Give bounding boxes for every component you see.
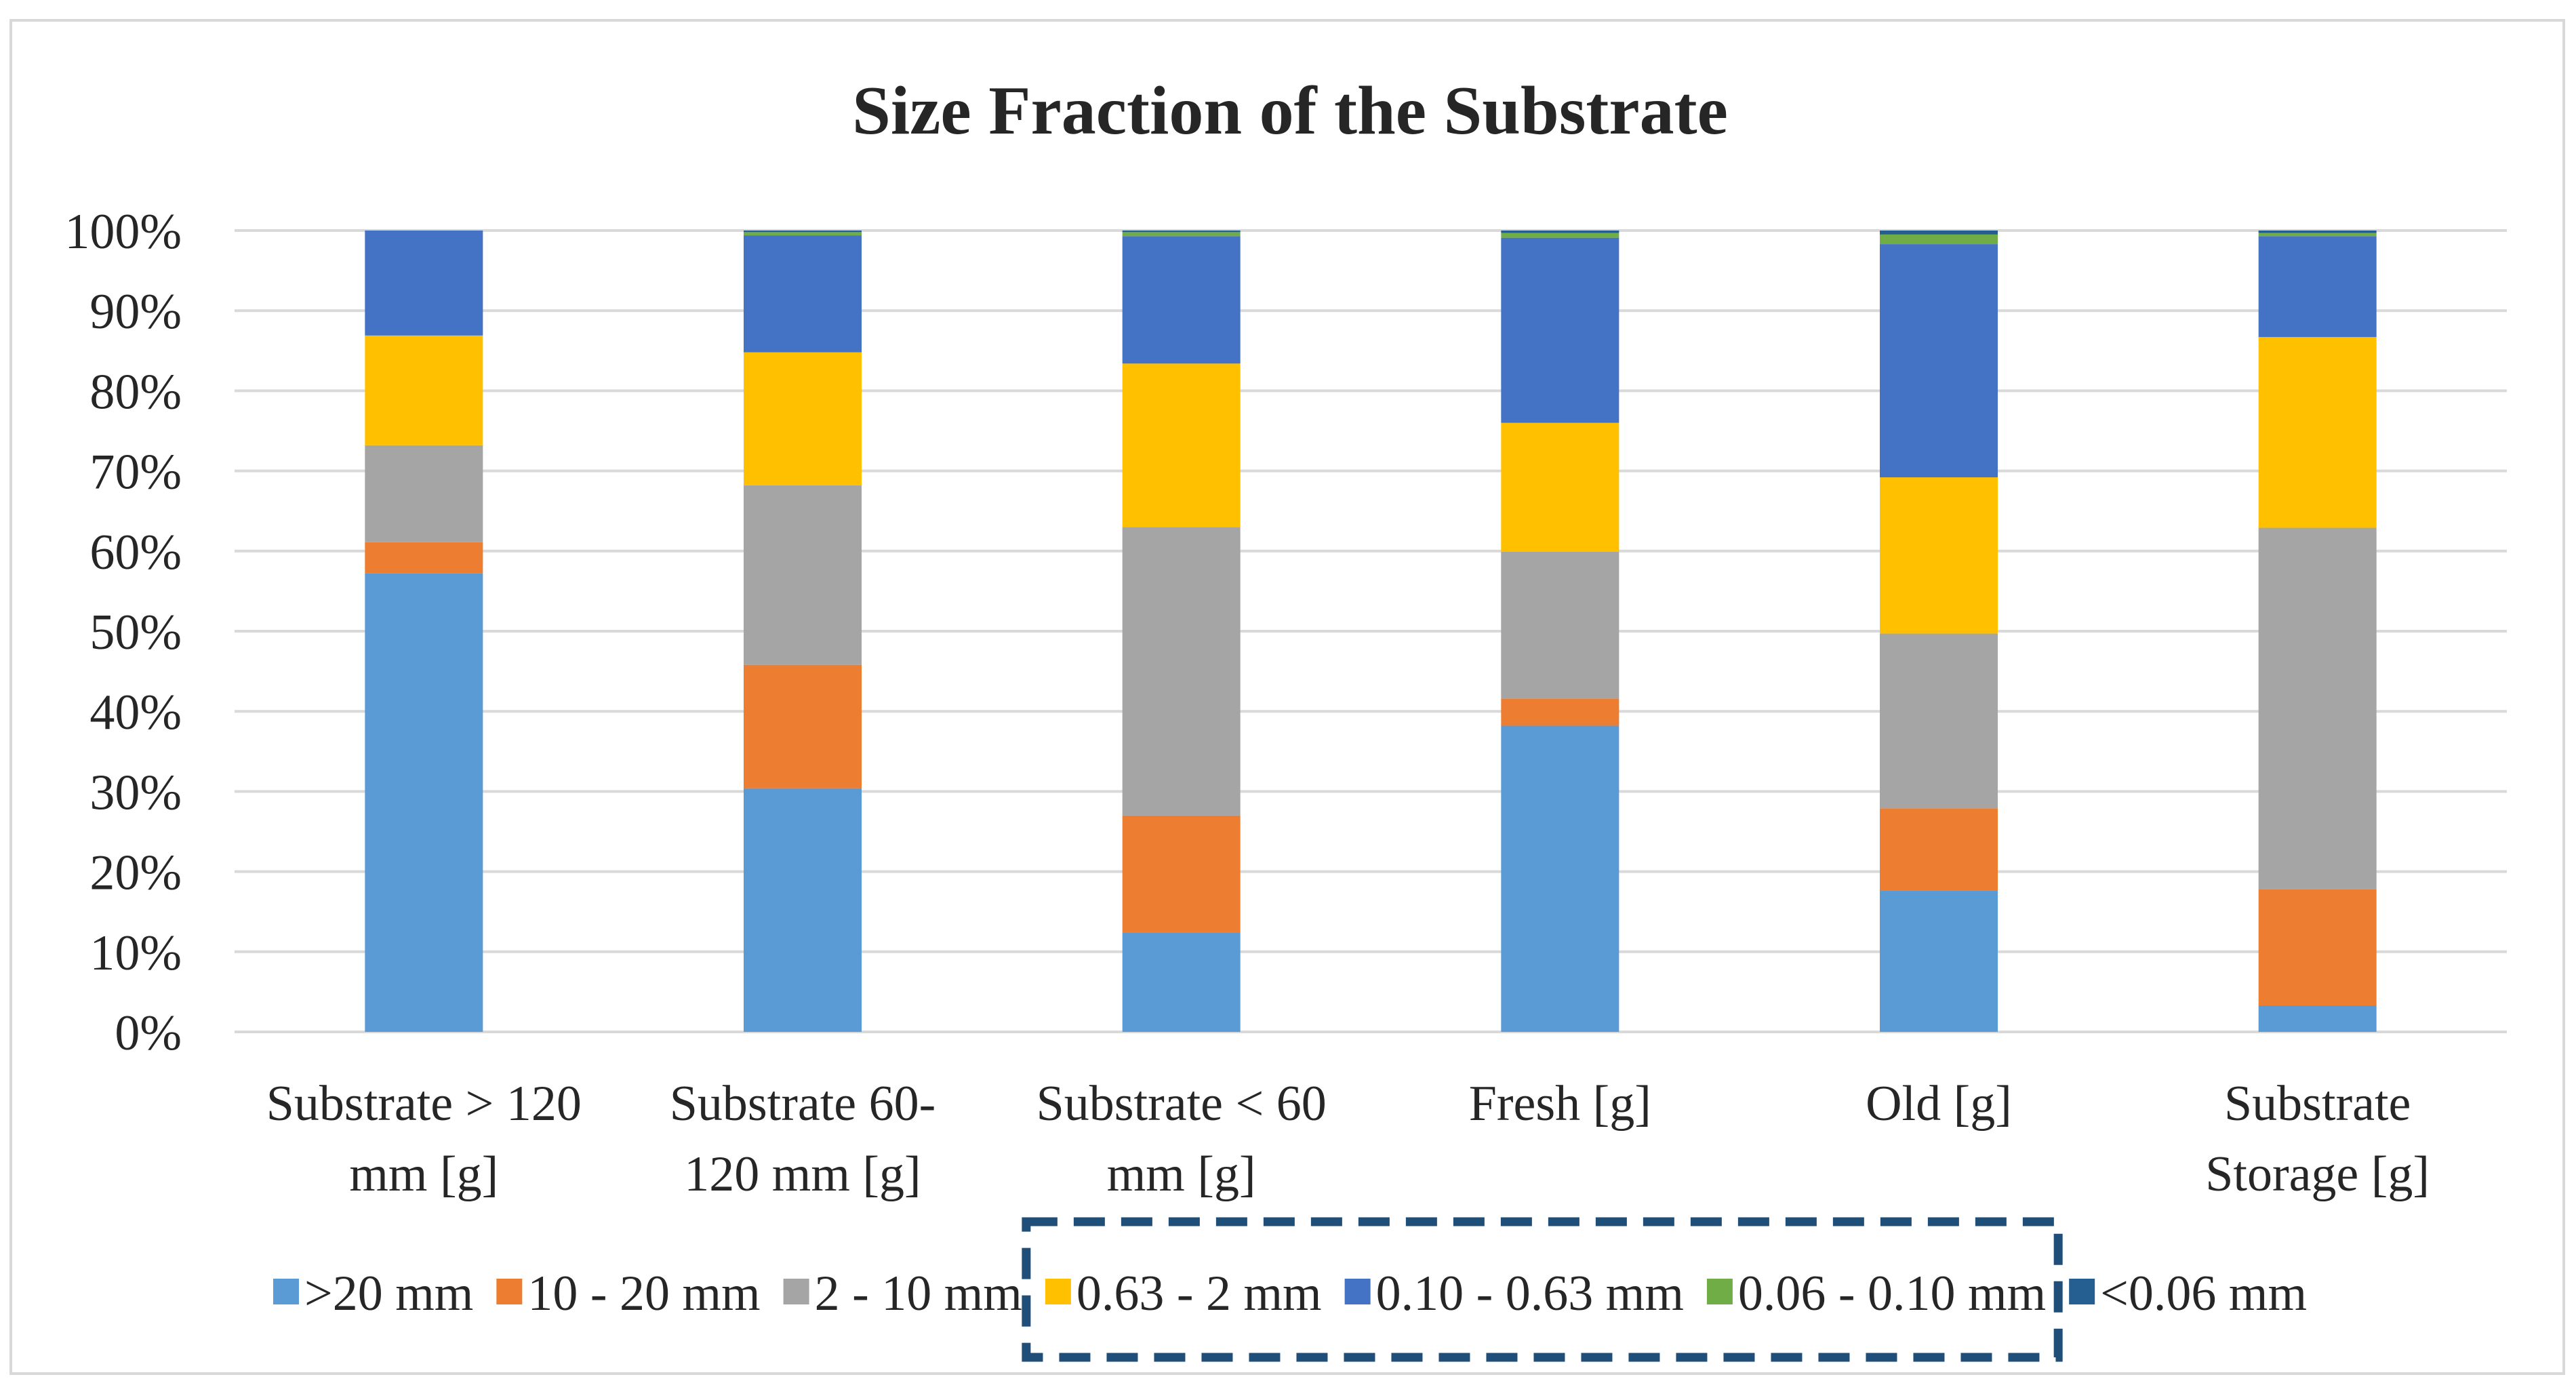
chart-title: Size Fraction of the Substrate (852, 73, 1728, 149)
bar-segment (1122, 236, 1241, 364)
legend-label: >20 mm (304, 1266, 473, 1321)
legend-swatch (273, 1279, 299, 1304)
legend-swatch (496, 1279, 523, 1304)
legend-swatch (2069, 1279, 2095, 1304)
y-tick-label: 70% (89, 445, 182, 500)
y-tick-label: 0% (115, 1005, 182, 1061)
bar-segment (1501, 231, 1619, 233)
y-axis-tick-labels: 0% 10% 20% 30% 40% 50% 60% 70% 80% 90% 100% (64, 204, 182, 1061)
chart-area: Size Fraction of the Substrate 0% 10% 20% 3… (9, 19, 2565, 1375)
x-axis-category-labels: Substrate > 120 mm [g] Substrate 60-120 mm… (266, 1076, 2430, 1202)
bar-segment (1501, 551, 1619, 699)
bar-segment (1880, 244, 1998, 478)
bar-segment (1501, 725, 1619, 1032)
legend-swatch (1706, 1279, 1733, 1304)
y-tick-label: 100% (64, 204, 182, 260)
legend: >20 mm 10 - 20 mm 2 - 10 mm 0.63 - 2 mm 0.10… (273, 1266, 2307, 1321)
legend-swatch (783, 1279, 809, 1304)
stacked-bar-chart: Size Fraction of the Substrate 0% 10% 20% 3… (64, 73, 2507, 1362)
bar-segment (365, 573, 483, 1032)
bars (365, 231, 2377, 1032)
bar-segment (1122, 363, 1241, 527)
gridlines (235, 229, 2507, 1033)
bar-segment (744, 231, 862, 233)
bar-segment (2258, 527, 2377, 890)
bar-segment (2258, 231, 2377, 233)
legend-label: 0.63 - 2 mm (1076, 1266, 1322, 1321)
y-tick-label: 20% (89, 845, 182, 901)
y-tick-label: 10% (89, 925, 182, 981)
bar-segment (1501, 233, 1619, 238)
bar-segment (1501, 422, 1619, 552)
legend-swatch (1344, 1279, 1371, 1304)
y-tick-label: 40% (89, 685, 182, 740)
x-category-label: Substrate 60-120 mm [g] (670, 1076, 936, 1202)
bar-segment (1501, 237, 1619, 423)
bar-segment (744, 664, 862, 788)
bar-segment (1880, 231, 1998, 235)
bar-segment (1122, 231, 1241, 233)
y-tick-label: 80% (89, 364, 182, 420)
legend-highlight-dashed-box (1022, 1217, 2063, 1362)
y-tick-label: 30% (89, 765, 182, 820)
bar-segment (1880, 234, 1998, 245)
y-tick-label: 50% (89, 605, 182, 660)
bar-segment (365, 335, 483, 445)
x-category-label: Substrate < 60 mm [g] (1037, 1076, 1327, 1202)
legend-label: 10 - 20 mm (527, 1266, 760, 1321)
bar-segment (744, 352, 862, 485)
bar-segment (2258, 236, 2377, 338)
y-tick-label: 90% (89, 284, 182, 340)
legend-label: 2 - 10 mm (815, 1266, 1022, 1321)
bar-segment (1122, 232, 1241, 237)
bar-segment (744, 485, 862, 665)
legend-swatch (1045, 1279, 1071, 1304)
bar-segment (1880, 477, 1998, 634)
bar-segment (744, 788, 862, 1032)
bar-segment (1880, 633, 1998, 809)
bar-segment (1880, 890, 1998, 1032)
bar-segment (365, 231, 483, 336)
bar-segment (744, 235, 862, 353)
bar-segment (1122, 932, 1241, 1032)
bar-segment (2258, 1005, 2377, 1032)
bar-segment (1880, 808, 1998, 891)
legend-label: <0.06 mm (2100, 1266, 2307, 1321)
bar-segment (1122, 815, 1241, 933)
legend-label: 0.10 - 0.63 mm (1376, 1266, 1684, 1321)
x-category-label: Fresh [g] (1469, 1076, 1651, 1132)
x-category-label: Substrate > 120 mm [g] (266, 1076, 582, 1202)
x-category-label: Substrate Storage [g] (2205, 1076, 2430, 1202)
bar-segment (744, 232, 862, 236)
bar-segment (1501, 698, 1619, 726)
x-category-label: Old [g] (1866, 1076, 2012, 1132)
bar-segment (365, 542, 483, 574)
bar-segment (2258, 337, 2377, 528)
bar-segment (365, 445, 483, 542)
bar-segment (1122, 527, 1241, 816)
bar-segment (2258, 233, 2377, 237)
legend-label: 0.06 - 0.10 mm (1738, 1266, 2046, 1321)
y-tick-label: 60% (89, 525, 182, 580)
bar-segment (2258, 889, 2377, 1005)
